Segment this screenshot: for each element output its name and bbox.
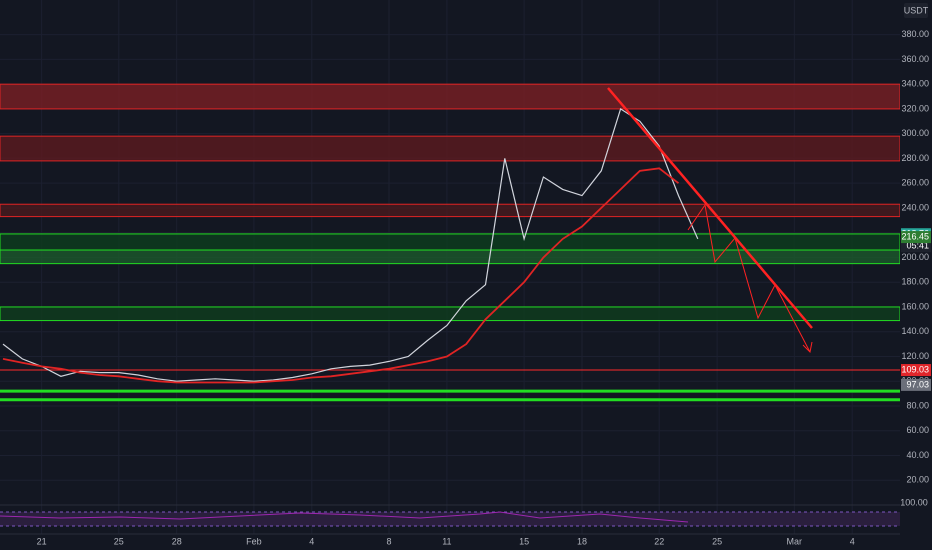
price-axis <box>900 0 932 550</box>
x-tick-label: Feb <box>246 536 262 546</box>
price-label: 109.03 <box>901 364 929 374</box>
price-label-box <box>901 364 931 377</box>
y-tick-label: 60.00 <box>906 425 929 435</box>
y-tick-label: 140.00 <box>901 326 929 336</box>
zone <box>0 233 901 251</box>
rsi-tick-label: 100.00 <box>900 497 928 507</box>
countdown: 05:41 <box>906 241 929 251</box>
lines <box>2 107 699 384</box>
x-tick-label: 22 <box>654 536 664 546</box>
rsi-pane <box>0 504 900 535</box>
x-tick-label: 25 <box>114 536 124 546</box>
zones <box>0 83 901 402</box>
zone <box>0 203 901 218</box>
y-tick-label: 20.00 <box>906 475 929 485</box>
series-line <box>2 107 699 382</box>
y-tick-label: 300.00 <box>901 128 929 138</box>
x-tick-label: 25 <box>712 536 722 546</box>
y-tick-label: 80.00 <box>906 400 929 410</box>
y-tick-label: 180.00 <box>901 277 929 287</box>
x-tick-label: 8 <box>386 536 391 546</box>
projection-path <box>687 203 811 353</box>
x-tick-label: 4 <box>309 536 314 546</box>
y-tick-label: 360.00 <box>901 54 929 64</box>
zone <box>0 135 901 162</box>
y-tick-label: 260.00 <box>901 178 929 188</box>
x-tick-label: Mar <box>787 536 803 546</box>
x-tick-label: 18 <box>577 536 587 546</box>
rsi-band <box>0 512 900 526</box>
y-tick-label: 280.00 <box>901 153 929 163</box>
y-tick-label: 380.00 <box>901 29 929 39</box>
x-tick-label: 4 <box>850 536 855 546</box>
y-tick-label: 320.00 <box>901 103 929 113</box>
price-label-box <box>901 378 931 391</box>
currency-box <box>904 3 928 18</box>
price-label-box <box>901 231 931 244</box>
x-tick-label: 15 <box>519 536 529 546</box>
series-line <box>2 167 680 384</box>
rsi-line <box>0 511 689 523</box>
currency: USDT <box>904 5 929 15</box>
price-label: 216.45 <box>901 231 929 241</box>
x-tick-label: 11 <box>442 536 451 546</box>
axis-labels: 20.00 40.00 60.00 80.00 100.00 120.00 140.00 16… <box>37 29 931 546</box>
price-label: 97.03 <box>906 379 929 389</box>
y-tick-label: 160.00 <box>901 301 929 311</box>
y-tick-label: 200.00 <box>901 252 929 262</box>
y-tick-label: 340.00 <box>901 79 929 89</box>
zone <box>0 83 901 110</box>
countdown-box <box>901 240 931 253</box>
arrow-head <box>802 341 813 354</box>
zone <box>0 306 901 322</box>
x-tick-label: 28 <box>172 536 182 546</box>
zone <box>0 249 901 265</box>
x-tick-label: 21 <box>37 536 47 546</box>
y-tick-label: 40.00 <box>906 450 929 460</box>
trend-line <box>607 87 813 329</box>
drawings <box>607 87 813 354</box>
y-tick-label: 240.00 <box>901 202 929 212</box>
y-tick-label: 120.00 <box>901 351 929 361</box>
